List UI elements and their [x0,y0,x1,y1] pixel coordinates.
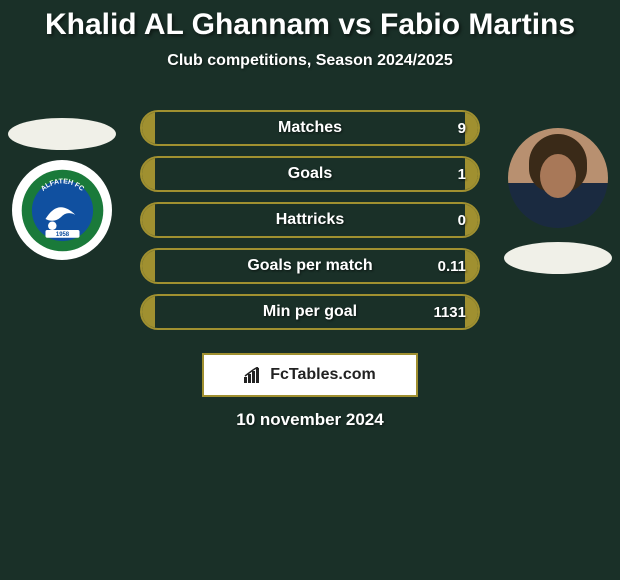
comparison-subtitle: Club competitions, Season 2024/2025 [0,52,620,70]
stat-row: Goals per match0.11 [140,248,480,284]
svg-text:1958: 1958 [55,232,69,238]
stat-right-value: 1 [458,166,466,183]
stat-label: Hattricks [142,211,478,229]
comparison-title: Khalid AL Ghannam vs Fabio Martins [0,0,620,42]
stat-right-value: 0.11 [438,258,466,275]
stat-label: Goals [142,165,478,183]
stat-label: Min per goal [142,303,478,321]
stat-right-value: 0 [458,212,466,229]
stats-container: Matches9Goals1Hattricks0Goals per match0… [140,110,480,340]
right-player-column [498,118,618,274]
stat-right-value: 9 [458,120,466,137]
comparison-date: 10 november 2024 [0,410,620,430]
left-club-badge: 1958 ALFATEH FC [12,160,112,260]
right-player-photo [508,128,608,228]
stat-label: Goals per match [142,257,478,275]
stat-row: Hattricks0 [140,202,480,238]
stat-row: Goals1 [140,156,480,192]
stat-row: Min per goal1131 [140,294,480,330]
left-player-column: 1958 ALFATEH FC [2,118,122,260]
brand-box[interactable]: FcTables.com [202,353,418,397]
stat-label: Matches [142,119,478,137]
brand-label: FcTables.com [270,366,376,384]
left-player-placeholder [8,118,116,150]
chart-icon [244,367,264,383]
stat-row: Matches9 [140,110,480,146]
stat-right-value: 1131 [433,304,466,321]
right-club-placeholder [504,242,612,274]
alfateh-badge-icon: 1958 ALFATEH FC [20,168,105,253]
